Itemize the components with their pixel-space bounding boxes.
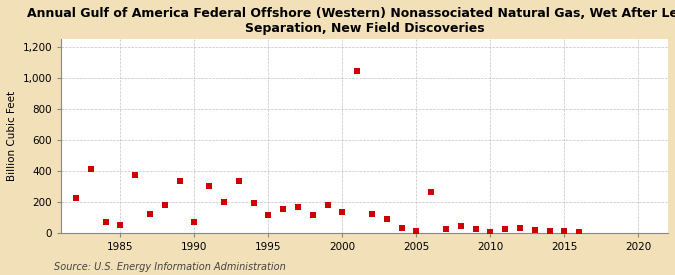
- Point: [441, 226, 452, 231]
- Point: [204, 184, 215, 188]
- Point: [544, 229, 555, 233]
- Point: [278, 207, 289, 211]
- Point: [115, 222, 126, 227]
- Point: [456, 223, 466, 228]
- Point: [367, 212, 377, 216]
- Point: [396, 226, 407, 230]
- Point: [485, 230, 496, 234]
- Point: [248, 201, 259, 205]
- Point: [381, 216, 392, 221]
- Point: [559, 229, 570, 233]
- Point: [263, 213, 274, 218]
- Point: [500, 227, 510, 232]
- Point: [292, 205, 303, 209]
- Point: [322, 203, 333, 208]
- Title: Annual Gulf of America Federal Offshore (Western) Nonassociated Natural Gas, Wet: Annual Gulf of America Federal Offshore …: [27, 7, 675, 35]
- Point: [85, 167, 96, 171]
- Point: [130, 173, 140, 177]
- Point: [514, 226, 525, 230]
- Point: [337, 210, 348, 214]
- Point: [411, 229, 422, 233]
- Point: [574, 230, 585, 234]
- Text: Source: U.S. Energy Information Administration: Source: U.S. Energy Information Administ…: [54, 262, 286, 272]
- Point: [307, 213, 318, 218]
- Point: [529, 228, 540, 232]
- Point: [470, 226, 481, 231]
- Point: [234, 179, 244, 184]
- Point: [144, 212, 155, 216]
- Point: [189, 219, 200, 224]
- Point: [426, 190, 437, 194]
- Point: [100, 220, 111, 225]
- Point: [219, 199, 230, 204]
- Y-axis label: Billion Cubic Feet: Billion Cubic Feet: [7, 91, 17, 181]
- Point: [71, 196, 82, 201]
- Point: [174, 179, 185, 184]
- Point: [352, 69, 362, 74]
- Point: [159, 203, 170, 208]
